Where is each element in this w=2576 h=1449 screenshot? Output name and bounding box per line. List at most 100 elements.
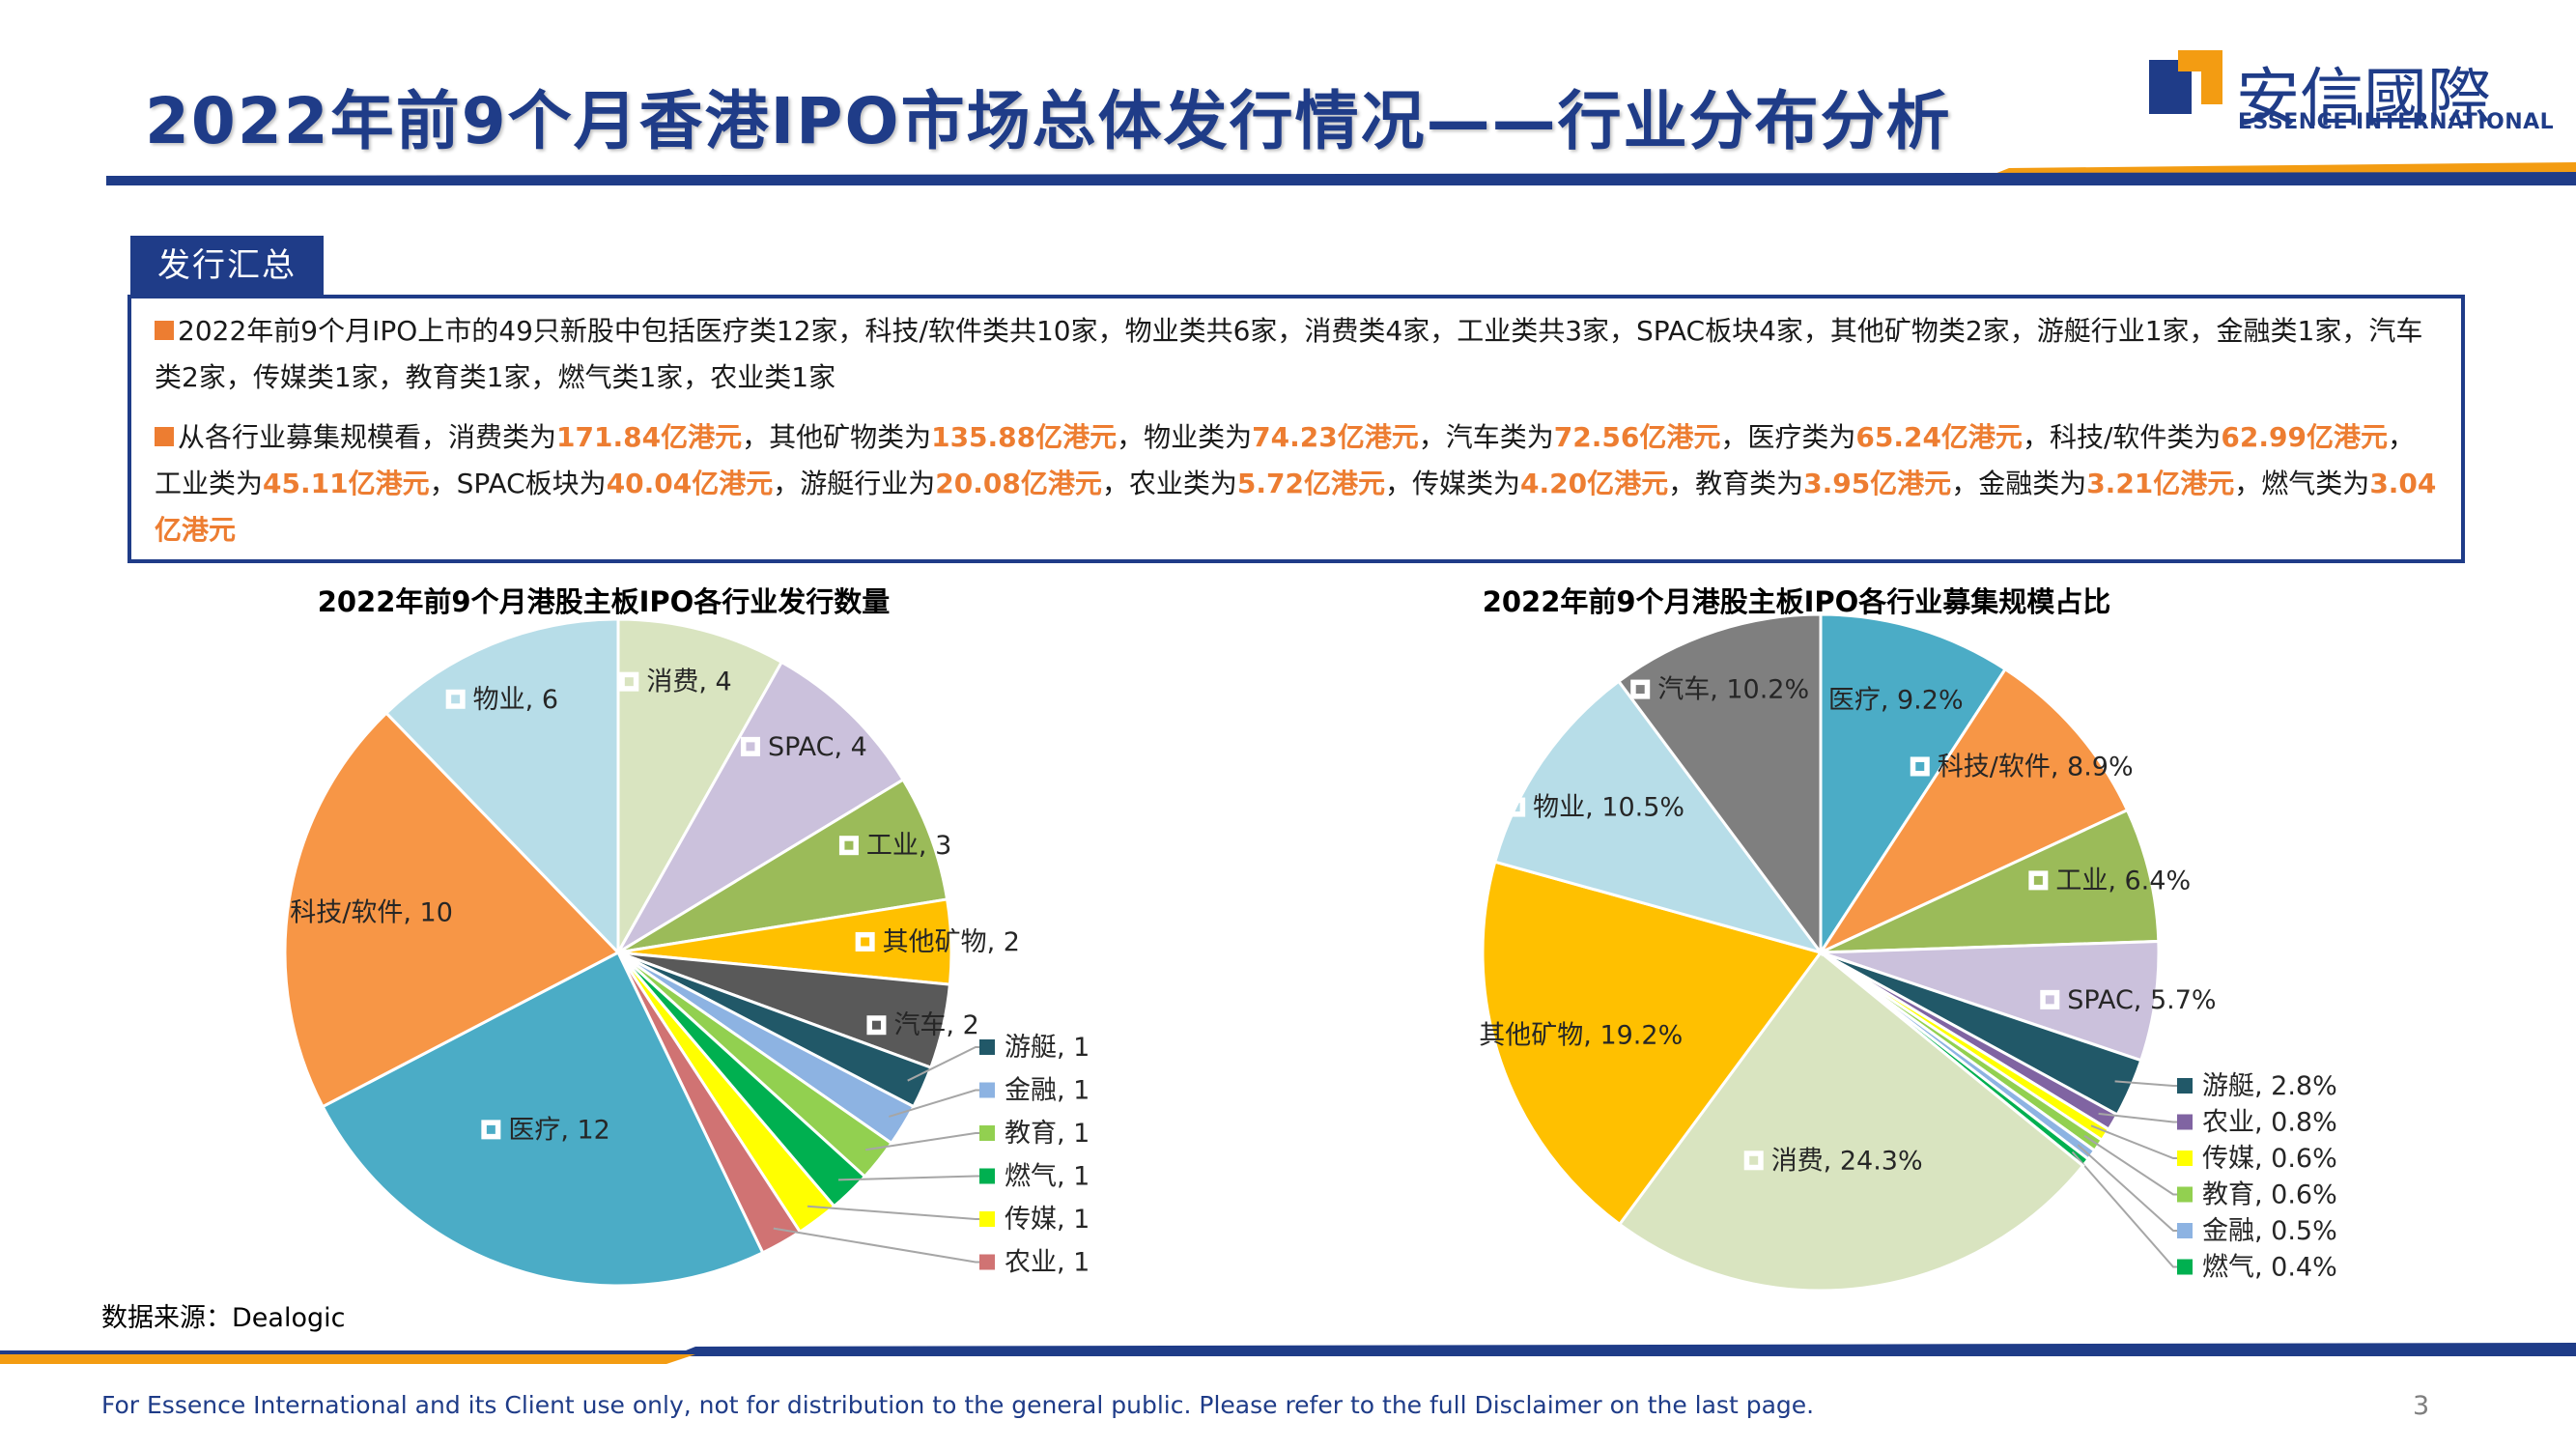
data-label-text: 物业, 6 xyxy=(473,685,558,715)
bullet-icon xyxy=(155,427,174,446)
legend-marker-icon xyxy=(838,836,859,856)
legend-marker-inner xyxy=(448,692,464,707)
data-label-text: 金融, 1 xyxy=(1005,1076,1090,1106)
company-logo: 安信國際 ESSENCE INTERNATIONAL xyxy=(2149,46,2554,135)
summary-box: 2022年前9个月IPO上市的49只新股中包括医疗类12家，科技/软件类共10家… xyxy=(127,295,2465,563)
data-label-text: 游艇, 1 xyxy=(1005,1033,1090,1063)
data-label-text: 工业, 3 xyxy=(866,831,951,861)
highlight-amount: 3.21亿港元 xyxy=(2086,468,2235,499)
legend-marker-inner xyxy=(2042,992,2057,1008)
legend-marker-inner xyxy=(1912,758,1928,774)
data-label: 物业, 6 xyxy=(445,685,558,715)
data-label-text: 其他矿物, 2 xyxy=(883,927,1020,957)
legend-marker-icon xyxy=(2040,989,2060,1009)
legend-marker-inner xyxy=(858,934,873,950)
pie-slice xyxy=(321,950,765,1288)
data-label: 汽车, 10.2% xyxy=(1630,675,1809,705)
data-label-text: 传媒, 1 xyxy=(1005,1205,1090,1235)
data-label: 物业, 10.5% xyxy=(1506,793,1684,823)
summary-paragraph-1: 2022年前9个月IPO上市的49只新股中包括医疗类12家，科技/软件类共10家… xyxy=(155,308,2438,401)
highlight-amount: 171.84亿港元 xyxy=(556,421,743,453)
legend-marker-icon xyxy=(1452,1025,1472,1045)
data-label-text: SPAC, 4 xyxy=(768,732,867,762)
summary-text-2-segment: 从各行业募集规模看，消费类为 xyxy=(178,421,557,453)
pie-slice xyxy=(1492,679,1825,955)
pie-slice xyxy=(1820,808,2161,954)
data-label: 消费, 24.3% xyxy=(1743,1146,1923,1176)
data-label: 传媒, 1 xyxy=(979,1205,1090,1235)
legend-marker-inner xyxy=(743,739,758,754)
legend-marker-icon xyxy=(2177,1114,2193,1130)
data-label: 科技/软件, 8.9% xyxy=(1910,752,2134,781)
highlight-amount: 3.04亿港元 xyxy=(155,468,2437,546)
footer-divider xyxy=(0,1343,2576,1364)
legend-marker-icon xyxy=(1630,679,1651,699)
pie-chart-count: 消费, 4 SPAC, 4 工业, 3 其他矿物, 2 汽车, 2 游艇, 1 金融, 1 教… xyxy=(263,617,1090,1288)
pie-slice xyxy=(383,617,620,956)
legend-marker-icon xyxy=(2177,1078,2193,1094)
data-source: 数据来源：Dealogic xyxy=(101,1303,346,1333)
legend-marker-inner xyxy=(841,838,857,853)
pie-slice xyxy=(1816,667,2130,956)
summary-tab: 发行汇总 xyxy=(130,236,324,296)
chart-title-share: 2022年前9个月港股主板IPO各行业募集规模占比 xyxy=(1482,585,2111,618)
legend-marker-icon xyxy=(979,1082,995,1098)
page-title: 2022年前9个月香港IPO市场总体发行情况——行业分布分析 xyxy=(145,84,1952,158)
pie-slice xyxy=(1616,612,1823,957)
pie-slice xyxy=(617,778,949,954)
legend-marker-inner xyxy=(1454,1027,1469,1042)
summary-text-2-segment: ，其他矿物类为 xyxy=(742,421,932,453)
data-label-text: SPAC, 5.7% xyxy=(2067,985,2216,1015)
pie-slice xyxy=(1819,612,2008,958)
pie-slice xyxy=(613,660,906,957)
data-label-text: 消费, 24.3% xyxy=(1771,1146,1923,1176)
data-label: 燃气, 0.4% xyxy=(2177,1253,2337,1283)
summary-text-2-segment: ，游艇行业为 xyxy=(773,468,936,499)
summary-text-2-segment: ，传媒类为 xyxy=(1384,468,1520,499)
data-label-text: 其他矿物, 19.2% xyxy=(1479,1020,1683,1050)
legend-marker-icon xyxy=(740,736,760,756)
summary-text-2-segment: ，工业类为 xyxy=(155,421,2415,499)
pie-chart-share: 医疗, 9.2% 科技/软件, 8.9% 工业, 6.4% SPAC, 5.7% 游艇,… xyxy=(1452,612,2337,1293)
legend-marker-icon xyxy=(2177,1259,2193,1275)
data-label-text: 消费, 4 xyxy=(646,668,731,697)
legend-marker-inner xyxy=(621,674,637,690)
legend-marker-inner xyxy=(1632,682,1648,697)
data-label: 医疗, 12 xyxy=(481,1115,610,1145)
highlight-amount: 135.88亿港元 xyxy=(931,421,1118,453)
data-label-text: 汽车, 2 xyxy=(893,1010,978,1040)
data-label: 汽车, 2 xyxy=(866,1010,979,1040)
legend-marker-inner xyxy=(483,1122,498,1137)
legend-marker-inner xyxy=(265,905,280,921)
data-label-text: 燃气, 1 xyxy=(1005,1162,1090,1192)
legend-marker-icon xyxy=(481,1120,501,1140)
legend-marker-inner xyxy=(1508,800,1523,815)
legend-marker-icon xyxy=(2177,1151,2193,1166)
logo-english-text: ESSENCE INTERNATIONAL xyxy=(2238,110,2555,134)
data-label-text: 金融, 0.5% xyxy=(2202,1216,2337,1246)
data-label: 游艇, 2.8% xyxy=(2177,1071,2337,1101)
legend-marker-icon xyxy=(445,689,466,709)
data-label: 燃气, 1 xyxy=(979,1162,1090,1192)
legend-marker-icon xyxy=(2028,870,2049,891)
data-label: SPAC, 4 xyxy=(740,732,867,762)
legend-marker-icon xyxy=(855,931,875,952)
leader-line xyxy=(2071,1151,2185,1268)
logo-mark-icon xyxy=(2149,50,2222,114)
legend-marker-icon xyxy=(979,1168,995,1184)
legend-marker-icon xyxy=(2177,1186,2193,1203)
legend-marker-icon xyxy=(1506,797,1526,817)
data-label-text: 工业, 6.4% xyxy=(2055,866,2191,895)
legend-marker-icon xyxy=(979,1125,995,1141)
data-label: 传媒, 0.6% xyxy=(2177,1144,2337,1174)
legend-marker-icon xyxy=(1910,756,1930,777)
highlight-amount: 65.24亿港元 xyxy=(1855,421,2023,453)
data-label: SPAC, 5.7% xyxy=(2040,985,2217,1015)
data-label-text: 汽车, 10.2% xyxy=(1657,675,1809,705)
summary-text-2-segment: ，金融类为 xyxy=(1951,468,2087,499)
data-label: 农业, 1 xyxy=(979,1248,1090,1278)
data-label-text: 农业, 1 xyxy=(1005,1248,1090,1278)
data-label: 金融, 1 xyxy=(979,1076,1090,1106)
leader-line xyxy=(773,1227,987,1264)
data-label: 游艇, 1 xyxy=(979,1033,1090,1063)
